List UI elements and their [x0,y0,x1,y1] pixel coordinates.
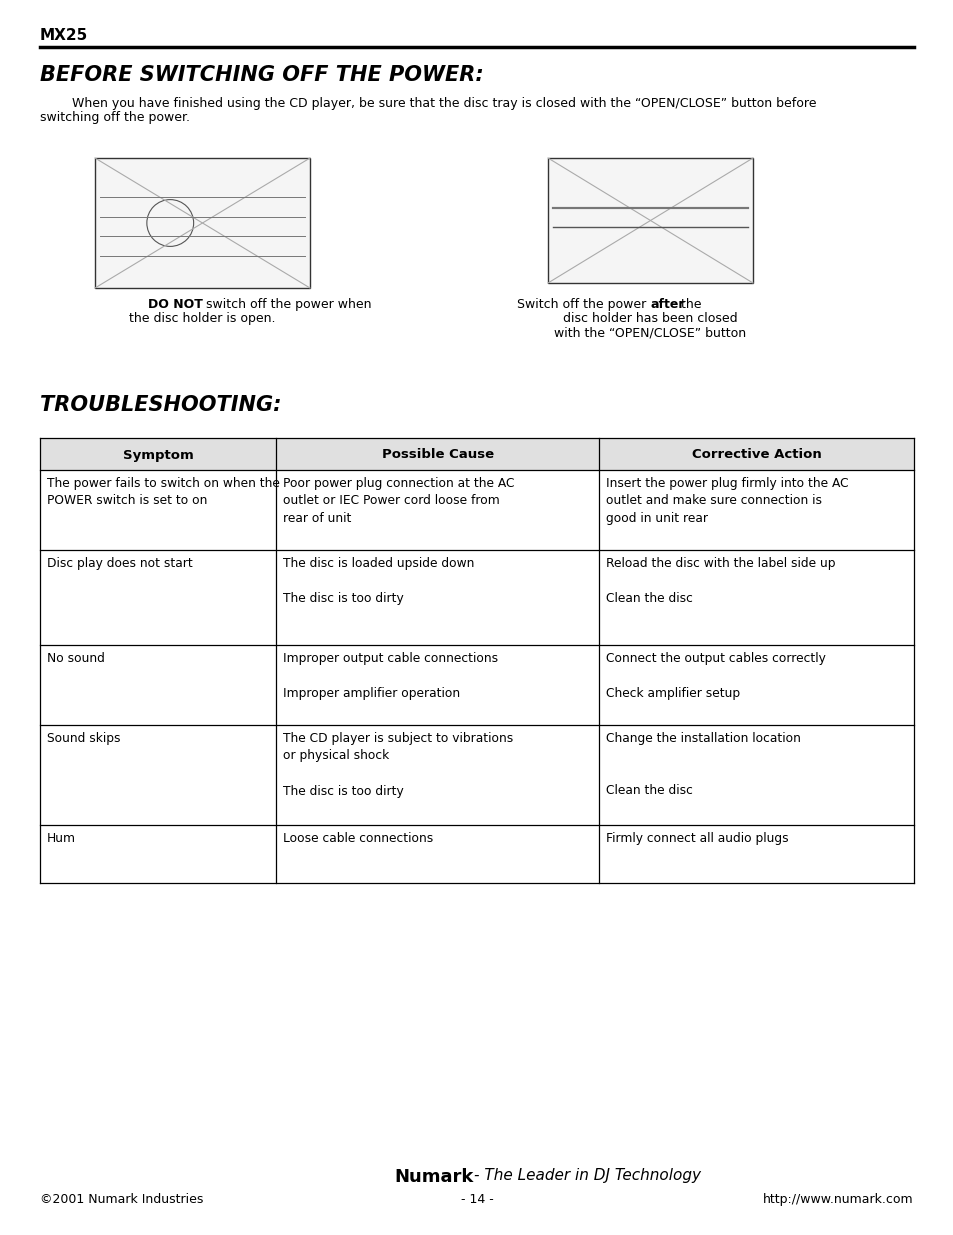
Text: BEFORE SWITCHING OFF THE POWER:: BEFORE SWITCHING OFF THE POWER: [40,65,483,85]
Text: - The Leader in DJ Technology: - The Leader in DJ Technology [474,1168,700,1183]
Text: No sound: No sound [47,652,105,664]
Text: Poor power plug connection at the AC
outlet or IEC Power cord loose from
rear of: Poor power plug connection at the AC out… [283,477,514,525]
Bar [547,158,752,283]
Text: disc holder has been closed: disc holder has been closed [562,312,737,325]
Text: switch off the power when: switch off the power when [202,298,372,311]
Text: Reload the disc with the label side up

Clean the disc: Reload the disc with the label side up C… [606,557,835,605]
Text: switching off the power.: switching off the power. [40,111,190,124]
Text: Improper output cable connections

Improper amplifier operation: Improper output cable connections Improp… [283,652,497,700]
Text: Switch off the power: Switch off the power [517,298,650,311]
Text: Loose cable connections: Loose cable connections [283,832,433,845]
Text: TROUBLESHOOTING:: TROUBLESHOOTING: [40,395,281,415]
Text: with the “OPEN/CLOSE” button: with the “OPEN/CLOSE” button [554,326,746,338]
Text: DO NOT: DO NOT [148,298,202,311]
Text: after: after [650,298,684,311]
Text: Disc play does not start: Disc play does not start [47,557,193,571]
Bar [95,158,310,288]
Text: Connect the output cables correctly

Check amplifier setup: Connect the output cables correctly Chec… [606,652,825,700]
Text: The disc is loaded upside down

The disc is too dirty: The disc is loaded upside down The disc … [283,557,474,605]
Text: MX25: MX25 [40,28,89,43]
Text: - 14 -: - 14 - [460,1193,493,1207]
Text: Corrective Action: Corrective Action [691,448,821,462]
Text: Sound skips: Sound skips [47,732,120,745]
Text: Hum: Hum [47,832,76,845]
Text: Firmly connect all audio plugs: Firmly connect all audio plugs [606,832,788,845]
Text: the disc holder is open.: the disc holder is open. [129,312,275,325]
Text: When you have finished using the CD player, be sure that the disc tray is closed: When you have finished using the CD play… [40,98,816,110]
Text: The power fails to switch on when the
POWER switch is set to on: The power fails to switch on when the PO… [47,477,279,508]
Text: the: the [677,298,701,311]
Text: The CD player is subject to vibrations
or physical shock

The disc is too dirty: The CD player is subject to vibrations o… [283,732,513,798]
Text: http://www.numark.com: http://www.numark.com [762,1193,913,1207]
Text: Insert the power plug firmly into the AC
outlet and make sure connection is
good: Insert the power plug firmly into the AC… [606,477,848,525]
Text: Possible Cause: Possible Cause [381,448,494,462]
Text: Numark: Numark [395,1168,474,1186]
Text: ©2001 Numark Industries: ©2001 Numark Industries [40,1193,203,1207]
Text: Change the installation location


Clean the disc: Change the installation location Clean t… [606,732,801,798]
Text: Symptom: Symptom [123,448,193,462]
Bar [40,438,913,471]
